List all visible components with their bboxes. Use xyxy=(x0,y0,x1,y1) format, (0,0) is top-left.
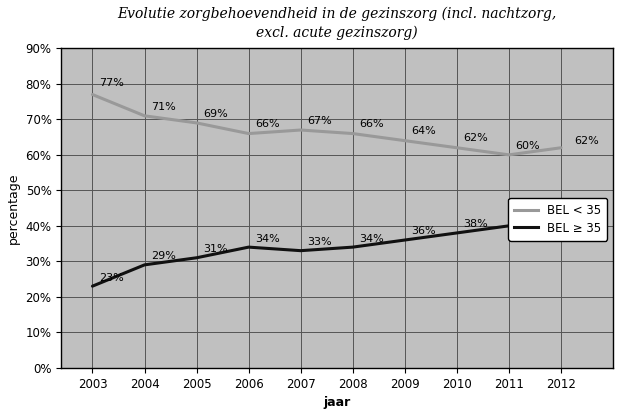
Text: 62%: 62% xyxy=(463,134,488,144)
BEL ≥ 35 xyxy=(245,245,252,250)
Text: 66%: 66% xyxy=(255,119,280,129)
Text: 34%: 34% xyxy=(359,233,384,244)
BEL < 35 xyxy=(297,128,304,133)
BEL ≥ 35 xyxy=(401,238,409,243)
BEL ≥ 35 xyxy=(557,230,565,235)
BEL ≥ 35 xyxy=(453,230,461,235)
BEL < 35 xyxy=(89,92,96,97)
Text: 77%: 77% xyxy=(99,78,123,88)
BEL ≥ 35 xyxy=(141,262,148,267)
Text: 31%: 31% xyxy=(203,244,228,254)
BEL < 35 xyxy=(193,120,200,125)
Text: 29%: 29% xyxy=(151,251,175,261)
Text: 23%: 23% xyxy=(99,272,123,282)
Text: 66%: 66% xyxy=(359,119,384,129)
Legend: BEL < 35, BEL ≥ 35: BEL < 35, BEL ≥ 35 xyxy=(508,198,607,240)
Y-axis label: percentage: percentage xyxy=(7,172,20,244)
Text: 36%: 36% xyxy=(411,226,436,236)
Text: 60%: 60% xyxy=(515,141,540,151)
Text: 71%: 71% xyxy=(151,102,175,111)
Title: Evolutie zorgbehoevendheid in de gezinszorg (incl. nachtzorg,
excl. acute gezins: Evolutie zorgbehoevendheid in de gezinsz… xyxy=(118,7,557,40)
BEL < 35 xyxy=(557,145,565,150)
BEL < 35 xyxy=(505,152,513,157)
Text: 33%: 33% xyxy=(307,237,332,247)
X-axis label: jaar: jaar xyxy=(324,396,351,409)
BEL < 35 xyxy=(401,138,409,143)
BEL < 35 xyxy=(141,113,148,118)
BEL ≥ 35 xyxy=(505,223,513,228)
BEL < 35 xyxy=(349,131,356,136)
BEL ≥ 35 xyxy=(349,245,356,250)
Text: 40%: 40% xyxy=(515,212,540,222)
Text: 64%: 64% xyxy=(411,126,436,136)
BEL ≥ 35 xyxy=(297,248,304,253)
Text: 69%: 69% xyxy=(203,109,228,119)
BEL < 35 xyxy=(245,131,252,136)
Line: BEL ≥ 35: BEL ≥ 35 xyxy=(92,226,561,286)
BEL ≥ 35 xyxy=(193,255,200,260)
BEL ≥ 35 xyxy=(89,284,96,289)
Text: 38%: 38% xyxy=(463,219,488,229)
Text: 38%: 38% xyxy=(574,221,599,232)
BEL < 35 xyxy=(453,145,461,150)
Text: 62%: 62% xyxy=(574,136,599,146)
Text: 67%: 67% xyxy=(307,116,332,126)
Line: BEL < 35: BEL < 35 xyxy=(92,94,561,155)
Text: 34%: 34% xyxy=(255,233,280,244)
